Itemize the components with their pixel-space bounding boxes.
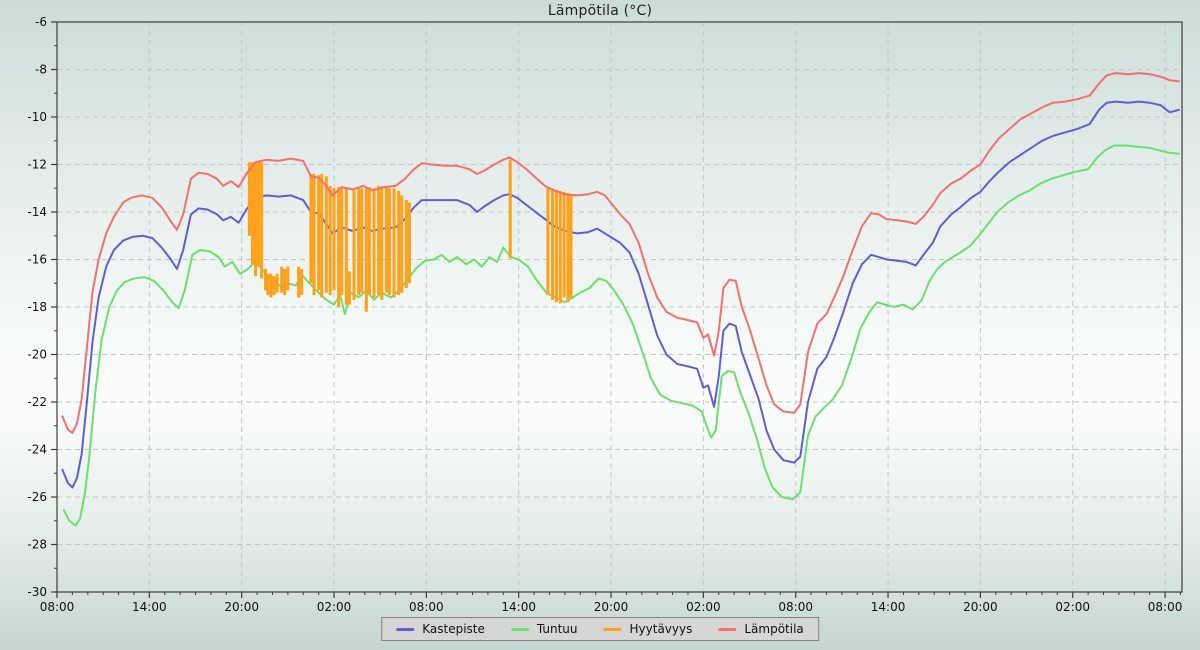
series-l-mp-tila bbox=[61, 72, 1180, 434]
axis-ticks bbox=[51, 21, 1181, 598]
svg-text:14:00: 14:00 bbox=[132, 600, 167, 614]
legend-item-kastepiste: Kastepiste bbox=[396, 622, 485, 636]
legend-label-kastepiste: Kastepiste bbox=[422, 622, 485, 636]
y-tick-labels: -6 -8 -10 -12 -14 -16 -18 -20 -22 -24 -26 -28 -30 bbox=[27, 15, 47, 599]
svg-text:-8: -8 bbox=[35, 63, 47, 77]
svg-text:20:00: 20:00 bbox=[594, 600, 629, 614]
svg-text:08:00: 08:00 bbox=[40, 600, 75, 614]
svg-text:-12: -12 bbox=[27, 158, 47, 172]
legend-label-lampotila: Lämpötila bbox=[744, 622, 804, 636]
series-hyyt-vyys bbox=[247, 159, 573, 312]
lampotila-line-swatch bbox=[718, 627, 737, 631]
x-tick-labels: 08:00 14:00 20:00 02:00 08:00 14:00 20:00 02:00… bbox=[40, 600, 1183, 614]
legend: Kastepiste Tuntuu Hyytävyys Lämpötila bbox=[381, 617, 819, 641]
hyytavyys-line-swatch bbox=[603, 627, 622, 631]
tuntuu-line-swatch bbox=[510, 627, 529, 631]
chart-title: Lämpötila (°C) bbox=[547, 3, 653, 19]
svg-text:02:00: 02:00 bbox=[317, 600, 352, 614]
kastepiste-line-swatch bbox=[396, 627, 415, 631]
svg-text:20:00: 20:00 bbox=[963, 600, 998, 614]
svg-text:02:00: 02:00 bbox=[1055, 600, 1090, 614]
legend-item-hyytavyys: Hyytävyys bbox=[603, 622, 693, 636]
series-kastepiste bbox=[61, 100, 1180, 489]
svg-text:14:00: 14:00 bbox=[871, 600, 906, 614]
svg-text:-30: -30 bbox=[27, 585, 47, 599]
series-tuntuu bbox=[62, 144, 1180, 527]
legend-item-lampotila: Lämpötila bbox=[718, 622, 804, 636]
svg-text:08:00: 08:00 bbox=[778, 600, 813, 614]
svg-text:-22: -22 bbox=[27, 395, 47, 409]
legend-label-tuntuu: Tuntuu bbox=[536, 622, 578, 636]
svg-text:08:00: 08:00 bbox=[409, 600, 444, 614]
legend-label-hyytavyys: Hyytävyys bbox=[629, 622, 693, 636]
svg-text:-14: -14 bbox=[27, 205, 47, 219]
svg-text:-6: -6 bbox=[35, 15, 47, 29]
svg-text:08:00: 08:00 bbox=[1148, 600, 1183, 614]
svg-text:14:00: 14:00 bbox=[501, 600, 536, 614]
svg-text:20:00: 20:00 bbox=[224, 600, 259, 614]
svg-text:-24: -24 bbox=[27, 443, 47, 457]
svg-text:-10: -10 bbox=[27, 110, 47, 124]
svg-text:-28: -28 bbox=[27, 538, 47, 552]
svg-text:-26: -26 bbox=[27, 490, 47, 504]
legend-item-tuntuu: Tuntuu bbox=[510, 622, 578, 636]
svg-text:02:00: 02:00 bbox=[686, 600, 721, 614]
svg-text:-20: -20 bbox=[27, 348, 47, 362]
gridlines bbox=[57, 22, 1182, 592]
svg-text:-18: -18 bbox=[27, 300, 47, 314]
svg-text:-16: -16 bbox=[27, 253, 47, 267]
